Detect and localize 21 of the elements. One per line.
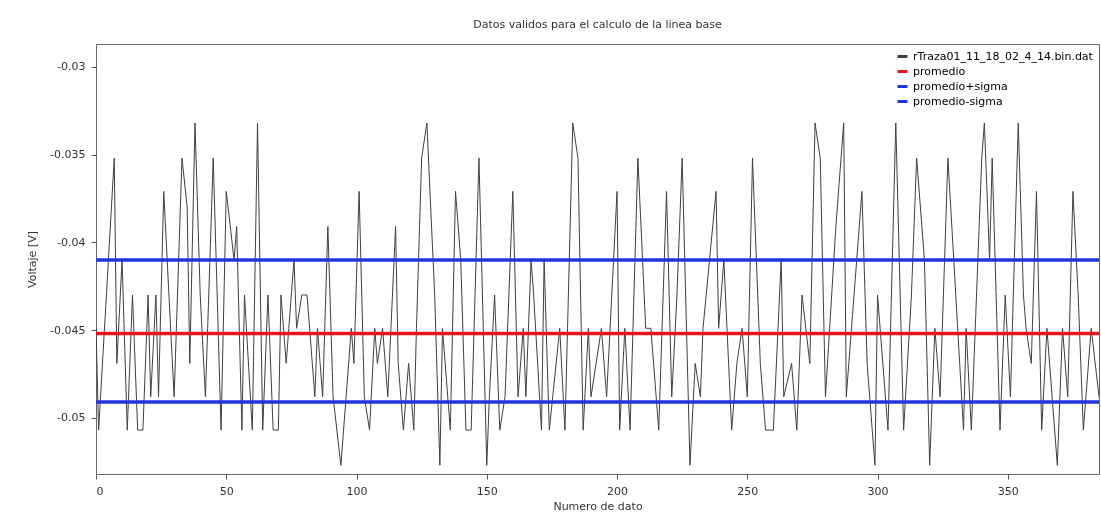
legend-label: promedio	[913, 64, 966, 78]
x-tick-label: 0	[96, 484, 104, 498]
y-axis-title: Voltaje [V]	[26, 231, 40, 288]
y-tick-label: -0.035	[50, 148, 86, 162]
chart-title: Datos validos para el calculo de la linea base	[473, 18, 723, 31]
x-tick-label: 350	[997, 484, 1019, 498]
legend-label: promedio-sigma	[913, 94, 1003, 108]
x-tick-label: 50	[219, 484, 234, 498]
x-tick-label: 150	[476, 484, 498, 498]
x-tick-label: 300	[867, 484, 889, 498]
legend-label: rTraza01_11_18_02_4_14.bin.dat	[913, 49, 1094, 63]
y-tick-label: -0.05	[57, 411, 86, 425]
legend-label: promedio+sigma	[913, 79, 1008, 93]
x-tick-label: 250	[737, 484, 759, 498]
y-tick-label: -0.03	[57, 60, 86, 74]
y-tick-label: -0.04	[57, 235, 86, 249]
x-tick-label: 100	[346, 484, 368, 498]
x-tick-label: 200	[607, 484, 629, 498]
line-series	[96, 122, 1099, 466]
x-axis-title: Numero de dato	[553, 499, 643, 513]
y-tick-label: -0.045	[50, 323, 86, 337]
